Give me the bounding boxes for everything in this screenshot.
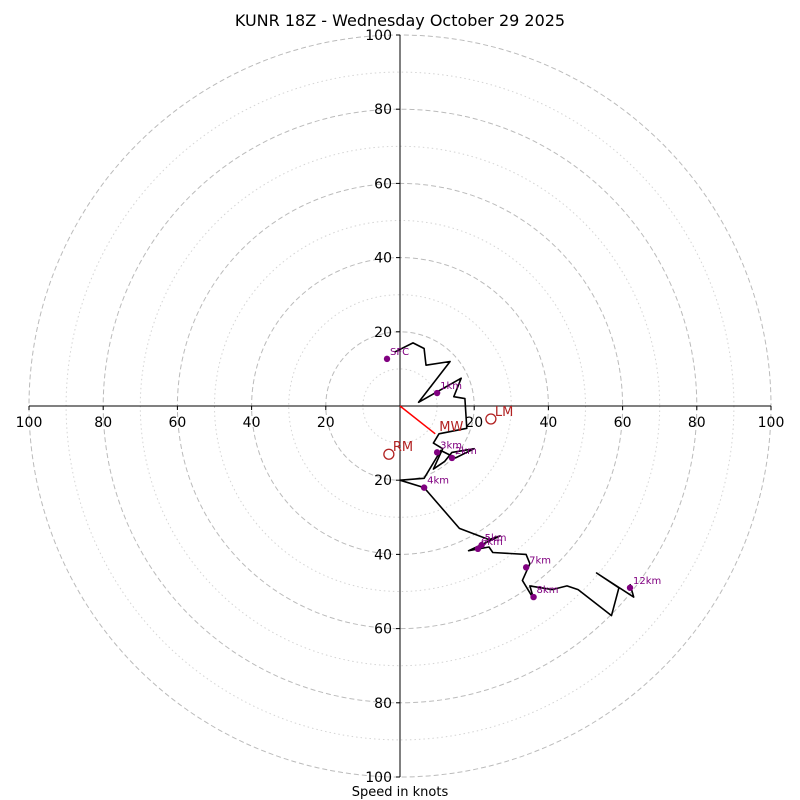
tick-label-right: 100 xyxy=(758,415,785,431)
tick-label-up: 60 xyxy=(374,176,392,192)
height-label-3km: 3km xyxy=(440,440,462,451)
height-label-4km: 4km xyxy=(427,476,449,487)
height-marker-12km xyxy=(626,584,634,591)
mean-wind-vector xyxy=(399,405,436,435)
tick-label-right: 20 xyxy=(465,415,483,431)
height-marker-2km xyxy=(448,454,456,462)
height-label-8km: 8km xyxy=(537,585,559,596)
height-label-12km: 12km xyxy=(633,576,661,587)
height-marker-1km xyxy=(433,389,441,397)
tick-label-left: 40 xyxy=(243,415,261,431)
tick-label-down: 100 xyxy=(365,770,392,786)
height-marker-8km xyxy=(530,593,537,601)
tick-label-right: 60 xyxy=(614,415,632,431)
height-label-6km: 6km xyxy=(481,537,503,548)
tick-label-left: 80 xyxy=(94,415,112,431)
height-marker-7km xyxy=(522,564,530,571)
chart-title: KUNR 18Z - Wednesday October 29 2025 xyxy=(235,11,565,30)
height-marker-3km xyxy=(433,449,441,456)
x-axis-label: Speed in knots xyxy=(352,785,449,800)
tick-label-down: 20 xyxy=(374,473,392,489)
height-label-1km: 1km xyxy=(440,381,462,392)
height-label-2km: 2km xyxy=(455,446,477,457)
tick-label-left: 20 xyxy=(317,415,335,431)
tick-label-up: 80 xyxy=(374,102,392,118)
storm-motion-label-rm: RM xyxy=(393,440,413,455)
height-label-7km: 7km xyxy=(529,555,551,566)
tick-label-left: 60 xyxy=(168,415,186,431)
height-marker-6km xyxy=(474,545,482,553)
tick-label-up: 40 xyxy=(374,251,392,267)
tick-label-right: 40 xyxy=(539,415,557,431)
tick-labels: 100 20 20 20 80 40 40 40 60 60 60 60 40 80 80 80 20 100 10… xyxy=(16,28,785,786)
tick-label-down: 80 xyxy=(374,696,392,712)
storm-motion-label-mw: MW xyxy=(439,420,463,435)
height-marker-sfc xyxy=(383,355,391,363)
tick-label-down: 60 xyxy=(374,622,392,638)
tick-label-up: 100 xyxy=(365,28,392,44)
storm-motion-marker-rm xyxy=(383,448,395,460)
tick-label-down: 40 xyxy=(374,547,392,563)
tick-label-left: 100 xyxy=(16,415,43,431)
height-label-5km: 5km xyxy=(485,533,507,544)
storm-motion-marker-lm xyxy=(485,413,497,425)
tick-label-up: 20 xyxy=(374,325,392,341)
height-label-sfc: SFC xyxy=(390,347,409,358)
storm-motion-label-lm: LM xyxy=(495,405,513,420)
tick-label-right: 80 xyxy=(688,415,706,431)
height-marker-4km xyxy=(420,484,428,491)
hodograph-trace xyxy=(394,342,635,617)
